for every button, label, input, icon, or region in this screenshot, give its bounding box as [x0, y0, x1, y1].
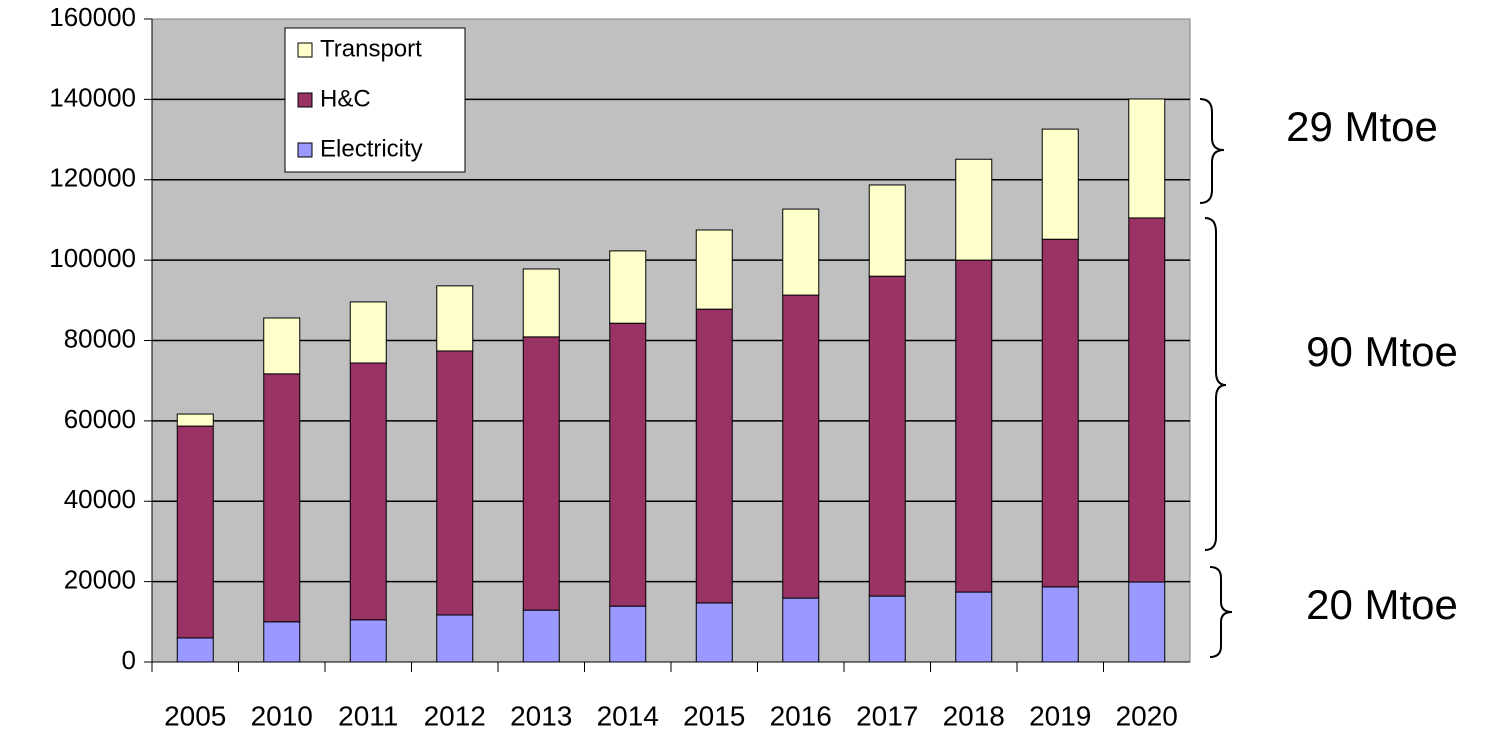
axes: 0 20000 40000 60000 80000 100000 120000 140000 1…	[49, 2, 1190, 731]
bar-segment	[1041, 128, 1079, 240]
y-tick-label: 120000	[49, 163, 136, 193]
bar-segment	[1041, 586, 1079, 663]
bars	[176, 98, 1166, 663]
bar-segment	[522, 336, 560, 611]
bar-segment	[1128, 98, 1166, 219]
legend-box	[284, 27, 466, 173]
bar-segment	[176, 637, 214, 663]
bar-segment	[176, 413, 214, 427]
x-tick-label: 2005	[164, 700, 226, 731]
bar-segment	[436, 285, 474, 352]
bar-segment	[955, 591, 993, 663]
bar-segment	[782, 294, 820, 599]
bar-segment	[1128, 581, 1166, 663]
bar-segment	[955, 158, 993, 261]
legend: Transport H&C Electricity	[297, 35, 423, 162]
bar-segment	[609, 322, 647, 607]
bar-segment	[695, 229, 733, 310]
bar-segment	[436, 350, 474, 616]
bar-segment	[609, 250, 647, 324]
bar-segment	[609, 605, 647, 663]
bar-segment	[695, 308, 733, 604]
bar-segment	[868, 595, 906, 663]
y-tick-label: 60000	[64, 404, 136, 434]
annotation: 20 Mtoe	[1306, 581, 1458, 628]
legend-label: H&C	[320, 85, 371, 112]
brace	[1209, 566, 1233, 658]
bar-segment	[522, 609, 560, 663]
y-tick-label: 140000	[49, 82, 136, 112]
bar-segment	[349, 362, 387, 621]
y-tick-label: 160000	[49, 2, 136, 32]
x-tick-label: 2010	[251, 700, 313, 731]
bar-segment	[176, 425, 214, 639]
x-tick-label: 2014	[597, 700, 659, 731]
bar-segment	[782, 597, 820, 663]
bar-segment	[1041, 238, 1079, 588]
annotation: 29 Mtoe	[1286, 103, 1438, 150]
grid	[152, 98, 1190, 583]
x-tick-label: 2011	[338, 700, 398, 731]
legend-swatch	[297, 142, 313, 158]
x-tick-label: 2017	[856, 700, 918, 731]
x-tick-label: 2013	[510, 700, 572, 731]
bar-segment	[349, 301, 387, 364]
x-tick-label: 2012	[424, 700, 486, 731]
brace	[1204, 217, 1227, 551]
bar-segment	[263, 373, 301, 623]
legend-swatch	[297, 92, 313, 108]
bar-segment	[695, 602, 733, 663]
bar-segment	[782, 208, 820, 296]
x-tick-label: 2016	[770, 700, 832, 731]
bar-segment	[868, 184, 906, 277]
y-tick-label: 0	[122, 645, 136, 675]
bar-segment	[1128, 217, 1166, 583]
bar-segment	[522, 268, 560, 338]
y-tick-label: 40000	[64, 484, 136, 514]
x-tick-label: 2019	[1029, 700, 1091, 731]
bar-segment	[263, 317, 301, 375]
y-tick-label: 80000	[64, 323, 136, 353]
bar-segment	[436, 614, 474, 663]
brace	[1199, 98, 1225, 204]
bar-segment	[349, 619, 387, 663]
y-tick-label: 100000	[49, 243, 136, 273]
legend-label: Transport	[320, 35, 422, 62]
x-tick-label: 2020	[1116, 700, 1178, 731]
bar-segment	[868, 275, 906, 597]
x-tick-label: 2018	[943, 700, 1005, 731]
legend-swatch	[297, 42, 313, 58]
y-tick-label: 20000	[64, 565, 136, 595]
bar-segment	[955, 259, 993, 593]
bar-segment	[263, 621, 301, 663]
annotation: 90 Mtoe	[1306, 328, 1458, 375]
legend-label: Electricity	[320, 135, 423, 162]
x-tick-label: 2015	[683, 700, 745, 731]
